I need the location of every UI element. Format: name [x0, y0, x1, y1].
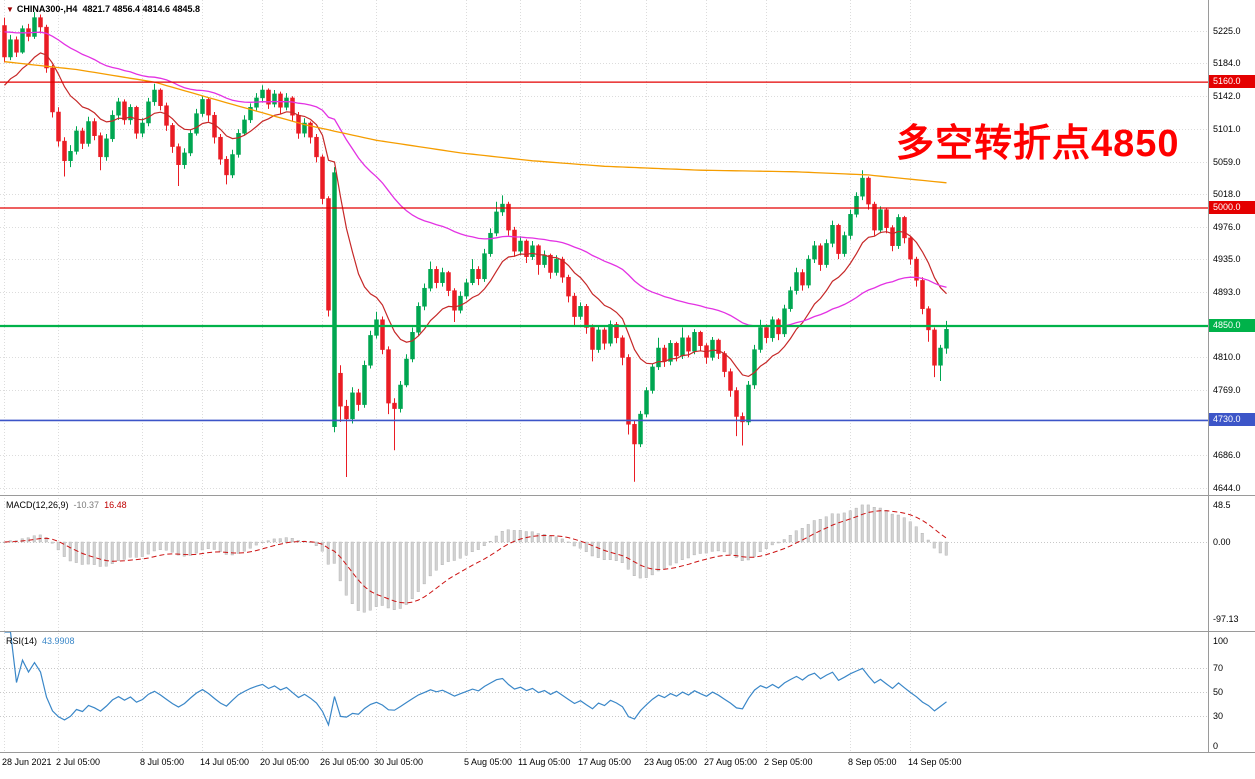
macd-main-value: -10.37 [73, 500, 100, 510]
macd-indicator-label: MACD(12,26,9) -10.37 16.48 [6, 500, 127, 510]
symbol-dropdown-icon[interactable]: ▼ [6, 5, 14, 14]
rsi-name: RSI(14) [6, 636, 38, 646]
macd-signal-value: 16.48 [104, 500, 127, 510]
rsi-value: 43.9908 [42, 636, 75, 646]
symbol-name: CHINA300-,H4 [16, 4, 78, 14]
rsi-indicator-label: RSI(14) 43.9908 [6, 636, 75, 646]
symbol-info: ▼ CHINA300-,H4 4821.7 4856.4 4814.6 4845.8 [6, 4, 200, 14]
macd-name: MACD(12,26,9) [6, 500, 69, 510]
annotation-text: 多空转折点4850 [896, 123, 1180, 165]
symbol-ohlc-values: 4821.7 4856.4 4814.6 4845.8 [82, 4, 201, 14]
